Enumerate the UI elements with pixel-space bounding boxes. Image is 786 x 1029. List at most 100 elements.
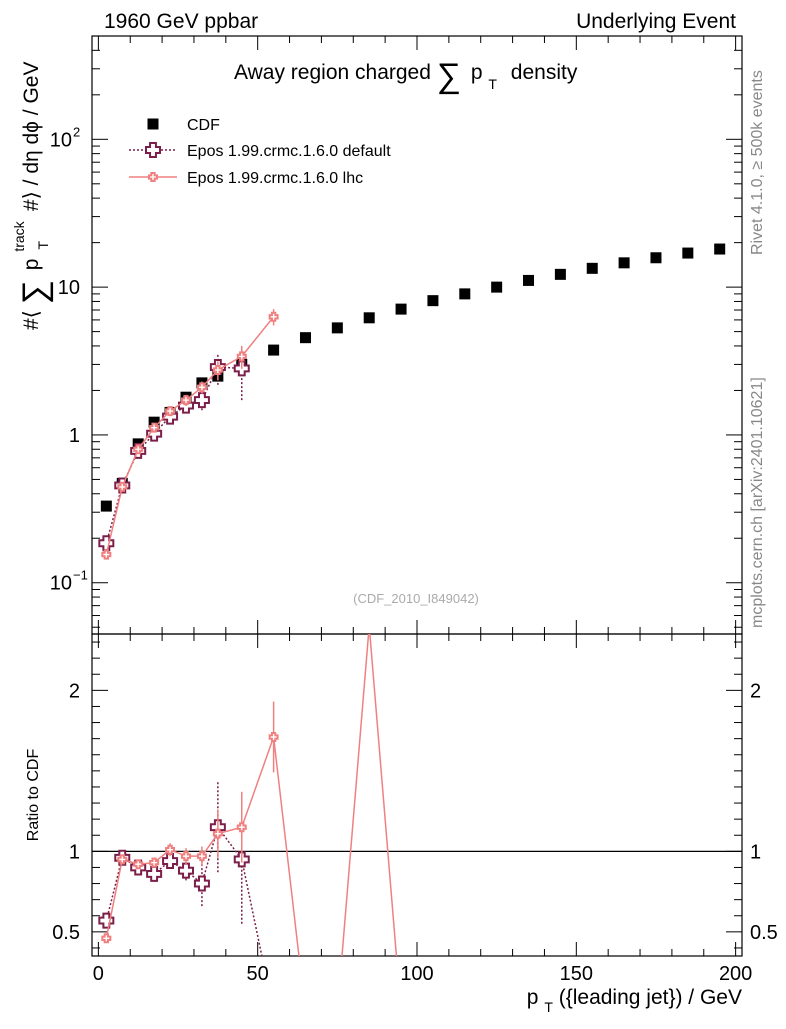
main-plot-area <box>98 243 726 560</box>
xlabel-rest: ({leading jet}) / GeV <box>559 986 742 1009</box>
cdf-point <box>714 243 726 255</box>
rivet-label: Rivet 4.1.0, ≥ 500k events <box>749 70 766 255</box>
ratio-lhc-point <box>268 732 279 743</box>
analysis-watermark: (CDF_2010_I849042) <box>353 591 479 606</box>
cdf-point <box>100 500 112 512</box>
lhc-point <box>117 481 128 492</box>
x-tick-label: 150 <box>560 963 593 985</box>
x-tick-label: 100 <box>400 963 433 985</box>
cdf-point <box>523 274 535 286</box>
main-y-label: #⟨ ∑ p track T #⟩ / dη dϕ / GeV <box>6 62 54 330</box>
title-pt: p <box>471 61 483 84</box>
ratio-lhc-point <box>180 851 191 862</box>
cdf-point <box>268 344 280 356</box>
legend-cdf-marker <box>147 118 159 130</box>
y-tick-exponent: 2 <box>73 124 80 139</box>
legend-lhc-marker <box>148 172 158 182</box>
y-tick-label: 1 <box>69 425 80 447</box>
ratio-default-point <box>162 853 179 870</box>
header-left: 1960 GeV ppbar <box>104 10 258 33</box>
ylabel-part-1: #⟨ <box>20 310 43 330</box>
ylabel-track: track <box>11 220 27 251</box>
x-tick-label: 50 <box>247 963 269 985</box>
default-line <box>105 366 242 544</box>
ylabel-t: T <box>35 240 51 249</box>
ratio-lhc-point <box>101 933 112 944</box>
cdf-point <box>586 262 598 274</box>
legend-label: Epos 1.99.crmc.1.6.0 lhc <box>187 170 363 187</box>
ratio-y-tick-label: 0.5 <box>52 922 80 944</box>
lhc-line <box>105 316 275 555</box>
ratio-lhc-point <box>196 851 207 862</box>
ratio-y-tick-label-right: 2 <box>750 680 761 702</box>
ratio-lhc-point <box>149 857 160 868</box>
lhc-point <box>268 311 279 322</box>
cdf-point <box>491 281 503 293</box>
title-part-1: Away region charged <box>234 61 431 84</box>
lhc-point <box>212 364 223 375</box>
cdf-point <box>148 416 160 428</box>
ratio-default-point <box>193 875 210 892</box>
legend-label: Epos 1.99.crmc.1.6.0 default <box>187 143 391 160</box>
legend: CDF Epos 1.99.crmc.1.6.0 default Epos 1.99… <box>129 117 391 187</box>
title-sum-symbol: ∑ <box>437 57 461 95</box>
default-point <box>146 425 163 442</box>
x-axis-label: p T ({leading jet}) / GeV <box>527 986 742 1017</box>
legend-default-marker <box>145 142 161 158</box>
ylabel-p: p <box>20 259 43 271</box>
x-tick-label: 0 <box>93 963 104 985</box>
y-tick-label: 10 <box>50 573 72 595</box>
main-title: Away region charged ∑ p T density <box>234 57 578 95</box>
ylabel-sum: ∑ <box>16 280 54 304</box>
ratio-lhc-point <box>133 859 144 870</box>
lhc-point <box>236 351 247 362</box>
ratio-plot-area <box>98 634 398 956</box>
cdf-point <box>299 332 311 344</box>
cdf-point <box>682 247 694 259</box>
lhc-point <box>133 444 144 455</box>
y-tick-label: 10 <box>58 277 80 299</box>
header-right: Underlying Event <box>576 10 736 33</box>
cdf-point <box>618 257 630 269</box>
y-tick-exponent: −1 <box>73 568 88 583</box>
cdf-point <box>395 303 407 315</box>
ratio-y-tick-label: 1 <box>69 841 80 863</box>
ratio-frame <box>91 633 743 957</box>
ratio-y-tick-label-right: 1 <box>750 841 761 863</box>
svg-text:#⟨ ∑ p track: #⟨ ∑ p track T #⟩ / dη dϕ / GeV <box>6 62 54 330</box>
cdf-point <box>650 252 662 264</box>
ratio-lhc-point <box>236 822 247 833</box>
title-pt-sub: T <box>488 76 497 92</box>
xlabel-t: T <box>544 999 553 1015</box>
ratio-default-point <box>146 865 163 882</box>
lhc-point <box>149 422 160 433</box>
ratio-y-tick-label: 2 <box>69 680 80 702</box>
xlabel-p: p <box>527 986 539 1009</box>
default-point <box>98 535 115 552</box>
ylabel-part-2: #⟩ / dη dϕ / GeV <box>20 62 43 212</box>
cdf-point <box>427 295 439 307</box>
title-part-2: density <box>511 61 578 84</box>
ratio-lhc-point <box>212 828 223 839</box>
ratio-y-label: Ratio to CDF <box>25 749 42 842</box>
x-tick-label: 200 <box>719 963 752 985</box>
lhc-point <box>101 549 112 560</box>
ratio-y-tick-label-right: 0.5 <box>750 922 778 944</box>
lhc-point <box>165 406 176 417</box>
data-layer <box>98 243 726 956</box>
default-point <box>193 392 210 409</box>
lhc-point <box>180 395 191 406</box>
cdf-point <box>331 322 343 334</box>
cdf-point <box>554 268 566 280</box>
cdf-point <box>459 288 471 300</box>
ratio-default-point <box>177 862 194 879</box>
cdf-point <box>363 312 375 324</box>
legend-label: CDF <box>187 117 220 134</box>
ratio-lhc-point <box>165 844 176 855</box>
ratio-lhc-point <box>117 854 128 865</box>
lhc-point <box>196 382 207 393</box>
y-tick-label: 10 <box>50 129 72 151</box>
